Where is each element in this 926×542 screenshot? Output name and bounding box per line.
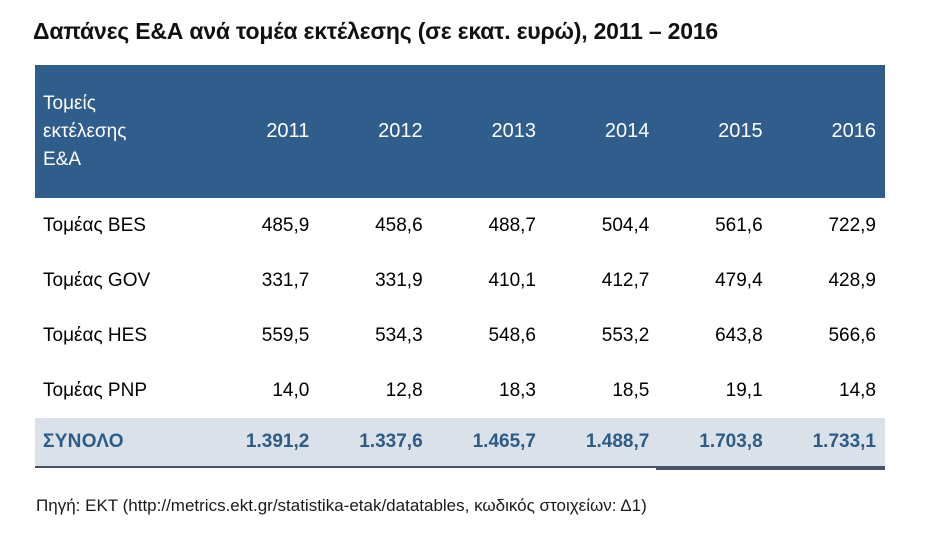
header-year-2014: 2014 — [604, 120, 650, 142]
rd-expenditure-table: Τομείς εκτέλεσης Ε&Α 2011 2012 2013 2014… — [35, 65, 885, 471]
table-bottom-border — [35, 466, 885, 471]
cell-value: 643,8 — [715, 324, 763, 346]
header-sector-label: Τομείς εκτέλεσης Ε&Α — [43, 92, 127, 170]
cell-value: 485,9 — [261, 214, 310, 236]
total-value: 1.488,7 — [585, 431, 650, 452]
table-row-gov: Τομέας GOV 331,7 331,9 410,1 412,7 479,4… — [35, 253, 885, 308]
cell-value: 548,6 — [488, 324, 536, 346]
cell-value: 410,1 — [488, 269, 536, 291]
total-label: ΣΥΝΟΛΟ — [43, 431, 124, 452]
cell-value: 561,6 — [715, 214, 763, 236]
header-year-2012: 2012 — [378, 120, 423, 142]
cell-value: 14,0 — [272, 379, 310, 401]
table-total-row: ΣΥΝΟΛΟ 1.391,2 1.337,6 1.465,7 1.488,7 1… — [35, 418, 885, 466]
bottom-border-full — [35, 466, 885, 468]
cell-value: 458,6 — [375, 214, 423, 236]
header-year-2015: 2015 — [718, 120, 763, 142]
cell-value: 722,9 — [828, 214, 876, 236]
cell-value: 18,5 — [612, 379, 650, 401]
cell-value: 14,8 — [839, 379, 876, 401]
row-label: Τομέας PNP — [43, 379, 147, 401]
total-value: 1.391,2 — [245, 431, 310, 452]
header-year-2016: 2016 — [831, 120, 877, 142]
source-note: Πηγή: ΕΚΤ (http://metrics.ekt.gr/statist… — [36, 496, 647, 515]
total-value: 1.733,1 — [812, 431, 876, 452]
cell-value: 534,3 — [375, 324, 423, 346]
table-header-row: Τομείς εκτέλεσης Ε&Α 2011 2012 2013 2014… — [35, 65, 885, 198]
bottom-border-thick-segment — [656, 466, 885, 470]
table-row-hes: Τομέας HES 559,5 534,3 548,6 553,2 643,8… — [35, 308, 885, 363]
row-label: Τομέας GOV — [43, 269, 151, 291]
table-row-bes: Τομέας BES 485,9 458,6 488,7 504,4 561,6… — [35, 198, 885, 253]
page-title: Δαπάνες Ε&Α ανά τομέα εκτέλεσης (σε εκατ… — [33, 18, 719, 44]
cell-value: 412,7 — [601, 269, 650, 291]
row-label: Τομέας BES — [43, 214, 146, 236]
total-value: 1.465,7 — [472, 431, 536, 452]
cell-value: 488,7 — [488, 214, 536, 236]
total-value: 1.703,8 — [699, 431, 763, 452]
table-row-pnp: Τομέας PNP 14,0 12,8 18,3 18,5 19,1 14,8 — [35, 363, 885, 418]
cell-value: 553,2 — [601, 324, 650, 346]
cell-value: 331,7 — [261, 269, 310, 291]
cell-value: 18,3 — [499, 379, 536, 401]
cell-value: 331,9 — [375, 269, 423, 291]
header-year-2011: 2011 — [266, 120, 310, 142]
cell-value: 428,9 — [828, 269, 876, 291]
cell-value: 566,6 — [828, 324, 876, 346]
cell-value: 479,4 — [715, 269, 763, 291]
cell-value: 504,4 — [601, 214, 650, 236]
cell-value: 12,8 — [385, 379, 423, 401]
header-year-2013: 2013 — [491, 120, 537, 142]
cell-value: 559,5 — [261, 324, 310, 346]
cell-value: 19,1 — [725, 379, 763, 401]
row-label: Τομέας HES — [43, 324, 147, 346]
total-value: 1.337,6 — [359, 431, 423, 452]
